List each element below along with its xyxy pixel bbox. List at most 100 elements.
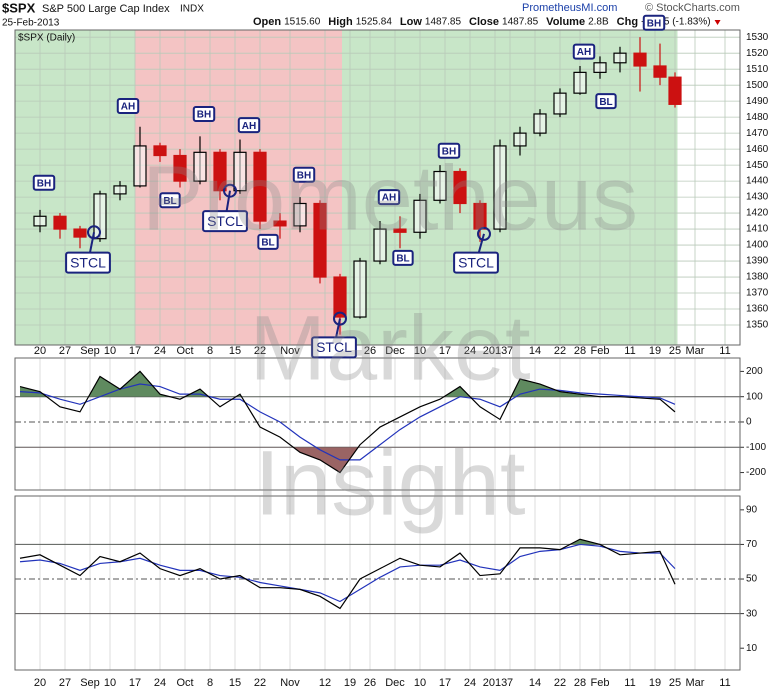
annotation-label: BL (261, 238, 274, 249)
y-tick-label: 1410 (746, 224, 769, 235)
x-tick-label: 2013 (483, 345, 507, 357)
annotation-label: STCL (70, 254, 106, 270)
x-tick-label: Sep (80, 677, 100, 689)
zone-fill (293, 447, 359, 473)
quote-label: Low (400, 16, 422, 28)
y-tick-label: 50 (746, 574, 758, 585)
candle-body (313, 202, 327, 278)
quote-value: -27.75 (-1.83%) (641, 17, 710, 28)
candle-body (153, 145, 167, 157)
x-tick-label: Nov (280, 345, 300, 357)
candle-body (133, 145, 147, 187)
x-tick-label: Sep (80, 345, 100, 357)
annotation-box (257, 233, 279, 250)
y-tick-label: 1370 (746, 288, 769, 299)
y-tick-label: -100 (746, 442, 766, 453)
annotation-marker (87, 225, 101, 240)
annotation-box (159, 192, 181, 209)
x-tick-label: 7 (507, 677, 513, 689)
x-tick-label: 14 (529, 677, 541, 689)
annotation-label: BH (297, 170, 311, 181)
candle-body (353, 260, 367, 318)
indicator-line (19, 383, 676, 461)
x-tick-label: 2013 (483, 677, 507, 689)
annotation-box (311, 336, 357, 359)
candle-body (613, 52, 627, 64)
x-tick-label: 24 (154, 677, 166, 689)
site[interactable]: PrometheusMI.com (522, 2, 617, 14)
y-tick-label: 1390 (746, 256, 769, 267)
candle-body (33, 215, 47, 227)
x-tick-label: 20 (34, 345, 46, 357)
x-tick-label: 28 (574, 345, 586, 357)
annotation-box (437, 142, 461, 159)
y-tick-label: 1420 (746, 208, 769, 219)
annotation-marker (223, 183, 237, 198)
annotation-label: BL (396, 253, 409, 264)
x-tick-label: 19 (649, 677, 661, 689)
annotation-label: STCL (316, 339, 352, 355)
x-tick-label: Dec (385, 345, 405, 357)
x-tick-label: Feb (591, 677, 610, 689)
candle-body (493, 145, 507, 230)
x-tick-label: Mar (686, 345, 705, 357)
quote-label: High (328, 16, 353, 28)
quote-row: Open 1515.60 High 1525.84 Low 1487.85 Close 148… (253, 16, 721, 28)
y-tick-label: 1510 (746, 64, 769, 75)
annotation-label: STCL (207, 213, 243, 229)
y-tick-label: 1360 (746, 304, 769, 315)
candle-body (113, 185, 127, 195)
x-tick-label: 17 (129, 345, 141, 357)
x-tick-label: 11 (719, 677, 730, 689)
annotation-box (595, 93, 617, 110)
panel (15, 358, 740, 490)
x-tick-label: Nov (280, 677, 300, 689)
y-tick-label: 1470 (746, 128, 769, 139)
x-tick-label: 28 (574, 677, 586, 689)
y-tick-label: 100 (746, 391, 763, 402)
annotation-box (116, 97, 140, 114)
x-tick-label: Oct (176, 677, 193, 689)
x-tick-label: 17 (439, 677, 451, 689)
y-tick-label: 200 (746, 366, 763, 377)
x-tick-label: 8 (207, 677, 213, 689)
exchange: INDX (180, 4, 204, 15)
x-tick-label: 25 (669, 677, 681, 689)
x-tick-label: 12 (319, 677, 331, 689)
y-tick-label: 1450 (746, 160, 769, 171)
watermark-text: Market (249, 297, 530, 399)
annotation-label: STCL (458, 254, 494, 270)
candle-body (273, 220, 287, 227)
candle-body (53, 215, 67, 230)
y-tick-label: 90 (746, 504, 758, 515)
indicator-line (19, 370, 676, 474)
index-name: S&P 500 Large Cap Index (42, 3, 170, 15)
x-tick-label: 8 (207, 345, 213, 357)
panel (15, 30, 740, 345)
quote-value: 2.8B (588, 17, 609, 28)
y-tick-label: 1440 (746, 176, 769, 187)
y-tick-label: 1530 (746, 32, 769, 43)
indicator-line (19, 538, 676, 610)
y-tick-label: 1350 (746, 320, 769, 331)
quote-label: Chg (617, 16, 638, 28)
panel-border (14, 357, 741, 491)
quote-value: 1487.85 (425, 17, 462, 28)
x-tick-label: 24 (464, 345, 476, 357)
x-tick-label: 11 (624, 677, 635, 689)
annotation-label: AH (577, 47, 591, 58)
x-tick-label: 24 (154, 345, 166, 357)
candle-body (513, 132, 527, 147)
y-tick-label: -200 (746, 467, 766, 478)
y-tick-label: 70 (746, 539, 758, 550)
annotation-box (642, 14, 666, 31)
x-tick-label: 19 (649, 345, 661, 357)
credit: © StockCharts.com (645, 2, 740, 14)
annotation-label: BL (163, 196, 176, 207)
y-tick-label: 1460 (746, 144, 769, 155)
quote-label: Volume (546, 16, 585, 28)
x-tick-label: 15 (229, 677, 241, 689)
x-tick-label: 10 (104, 677, 116, 689)
candle-body (413, 199, 427, 233)
